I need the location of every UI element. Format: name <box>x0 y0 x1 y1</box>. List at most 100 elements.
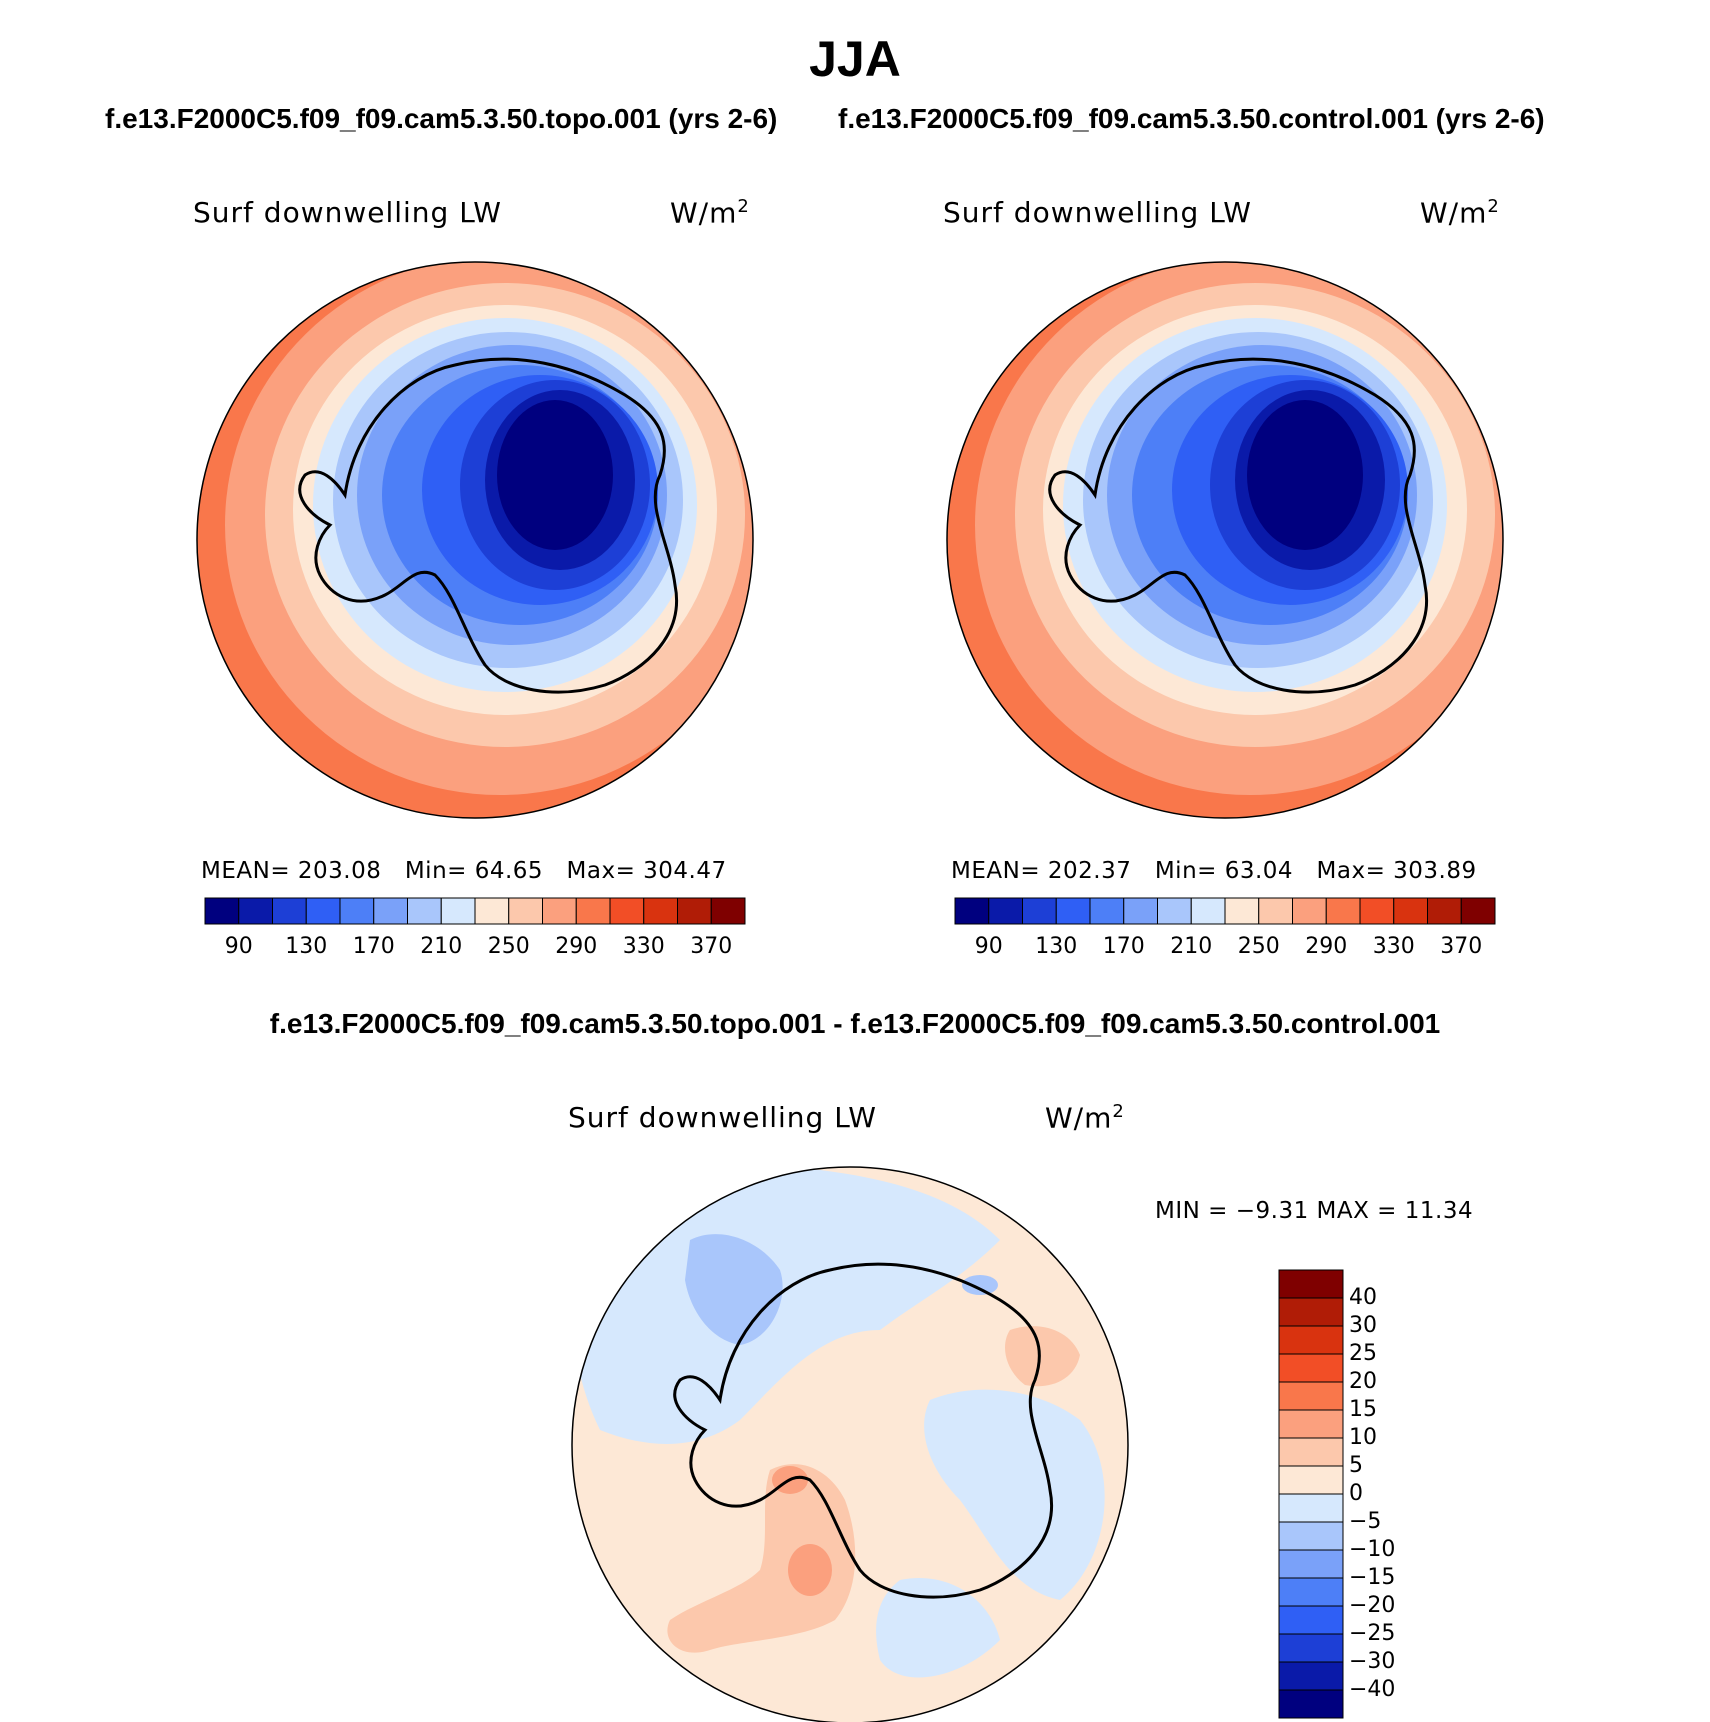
colorbar-box <box>1278 1325 1344 1355</box>
left-case-title: f.e13.F2000C5.f09_f09.cam5.3.50.topo.001… <box>105 103 778 134</box>
left-stats: MEAN= 203.08 Min= 64.65 Max= 304.47 <box>201 858 727 884</box>
difference-panel-units: W/m2 <box>1045 1101 1125 1135</box>
right-max: Max= 303.89 <box>1316 858 1477 884</box>
colorbar-tick-label: 90 <box>224 934 253 959</box>
colorbar-box <box>1278 1493 1344 1523</box>
colorbar-box <box>1224 897 1260 925</box>
colorbar-box <box>1278 1409 1344 1439</box>
colorbar-box <box>238 897 273 925</box>
colorbar-box <box>440 897 476 925</box>
colorbar-box <box>1460 897 1496 925</box>
colorbar-tick-label: 250 <box>1237 934 1280 959</box>
colorbar-box <box>609 897 645 925</box>
colorbar-box <box>1258 897 1293 925</box>
colorbar-box <box>1278 1353 1344 1383</box>
colorbar-box <box>1157 897 1192 925</box>
right-panel-units: W/m2 <box>1420 196 1500 230</box>
colorbar-box <box>1278 1269 1344 1299</box>
colorbar-box <box>407 897 442 925</box>
colorbar-box <box>1190 897 1226 925</box>
colorbar-box <box>1278 1437 1344 1467</box>
colorbar-tick-label: 15 <box>1349 1397 1377 1422</box>
colorbar-box <box>1427 897 1462 925</box>
colorbar-tick-label: 290 <box>555 934 598 959</box>
colorbar-tick-label: 330 <box>1372 934 1415 959</box>
right-stats: MEAN= 202.37 Min= 63.04 Max= 303.89 <box>951 858 1477 884</box>
colorbar-box <box>474 897 510 925</box>
colorbar-tick-label: 210 <box>420 934 463 959</box>
right-mean: MEAN= 202.37 <box>951 858 1132 884</box>
colorbar-tick-label: 40 <box>1349 1285 1377 1310</box>
difference-map <box>572 1167 1128 1722</box>
colorbar-tick-label: 30 <box>1349 1313 1377 1338</box>
colorbar-box <box>1278 1465 1344 1495</box>
colorbar-tick-label: −5 <box>1349 1509 1382 1534</box>
colorbar-tick-label: 210 <box>1170 934 1213 959</box>
colorbar-box <box>1278 1549 1344 1579</box>
colorbar-box <box>643 897 678 925</box>
right-case-title: f.e13.F2000C5.f09_f09.cam5.3.50.control.… <box>838 103 1545 134</box>
colorbar-box <box>1278 1661 1344 1691</box>
colorbar-box <box>575 897 611 925</box>
left-min: Min= 64.65 <box>404 858 544 884</box>
colorbar-tick-label: 370 <box>690 934 733 959</box>
colorbar-box <box>339 897 375 925</box>
colorbar-tick-label: 0 <box>1349 1481 1363 1506</box>
colorbar-box <box>373 897 408 925</box>
colorbar-tick-label: 250 <box>487 934 530 959</box>
colorbar-tick-label: 170 <box>352 934 395 959</box>
colorbar-box <box>710 897 746 925</box>
colorbar-box <box>1055 897 1091 925</box>
left-colorbar <box>204 897 746 925</box>
colorbar-box <box>1123 897 1158 925</box>
right-panel-label: Surf downwelling LW <box>943 196 1252 229</box>
colorbar-tick-label: 20 <box>1349 1369 1377 1394</box>
colorbar-box <box>305 897 341 925</box>
colorbar-box <box>1393 897 1428 925</box>
colorbar-tick-label: −15 <box>1349 1565 1396 1590</box>
colorbar-box <box>1278 1521 1344 1551</box>
colorbar-tick-label: 10 <box>1349 1425 1377 1450</box>
colorbar-tick-label: −20 <box>1349 1593 1396 1618</box>
colorbar-tick-label: 130 <box>285 934 328 959</box>
colorbar-tick-label: −40 <box>1349 1677 1396 1702</box>
difference-title: f.e13.F2000C5.f09_f09.cam5.3.50.topo.001… <box>269 1008 1441 1039</box>
colorbar-box <box>954 897 990 925</box>
right-min: Min= 63.04 <box>1154 858 1294 884</box>
colorbar-box <box>1325 897 1361 925</box>
colorbar-box <box>1022 897 1057 925</box>
left-panel-label: Surf downwelling LW <box>193 196 502 229</box>
colorbar-box <box>1292 897 1327 925</box>
colorbar-box <box>988 897 1023 925</box>
colorbar-tick-label: −10 <box>1349 1537 1396 1562</box>
colorbar-box <box>542 897 577 925</box>
colorbar-tick-label: 330 <box>622 934 665 959</box>
colorbar-tick-label: 370 <box>1440 934 1483 959</box>
colorbar-tick-label: 5 <box>1349 1453 1363 1478</box>
colorbar-box <box>1278 1577 1344 1607</box>
right-colorbar <box>954 897 1496 925</box>
difference-colorbar <box>1278 1269 1344 1719</box>
colorbar-tick-label: 90 <box>974 934 1003 959</box>
difference-panel-label: Surf downwelling LW <box>568 1101 877 1134</box>
colorbar-tick-label: 130 <box>1035 934 1078 959</box>
colorbar-tick-label: −25 <box>1349 1621 1396 1646</box>
colorbar-box <box>1278 1297 1344 1327</box>
right-map <box>947 262 1503 818</box>
colorbar-tick-label: 290 <box>1305 934 1348 959</box>
colorbar-box <box>1278 1605 1344 1635</box>
difference-min-max: MIN = −9.31 MAX = 11.34 <box>1155 1198 1474 1224</box>
colorbar-tick-label: 25 <box>1349 1341 1377 1366</box>
main-title: JJA <box>809 31 901 87</box>
colorbar-box <box>1359 897 1395 925</box>
colorbar-box <box>204 897 240 925</box>
colorbar-box <box>677 897 712 925</box>
colorbar-tick-label: 170 <box>1102 934 1145 959</box>
colorbar-box <box>1278 1689 1344 1719</box>
left-mean: MEAN= 203.08 <box>201 858 382 884</box>
left-map <box>197 262 753 818</box>
colorbar-box <box>508 897 543 925</box>
colorbar-box <box>1278 1633 1344 1663</box>
colorbar-box <box>272 897 307 925</box>
